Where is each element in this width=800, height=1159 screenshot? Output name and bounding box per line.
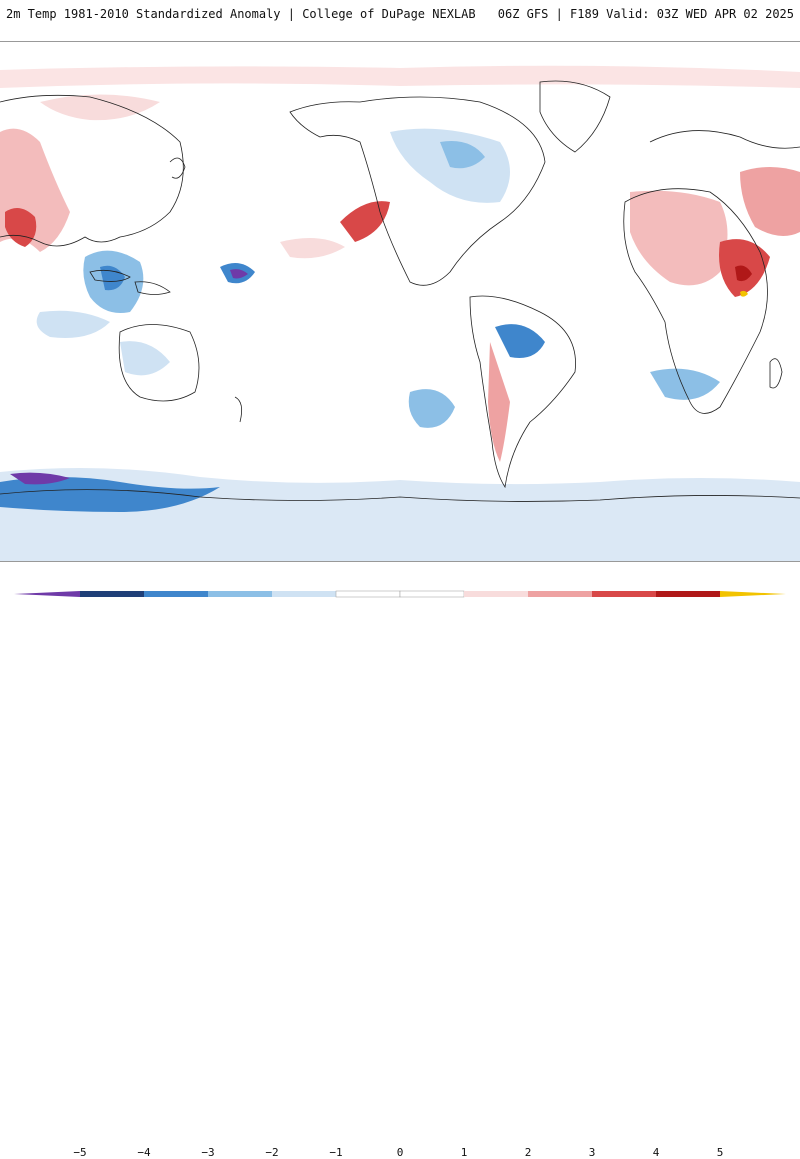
model-run-info: 06Z GFS | F189 Valid: 03Z WED APR 02 202… (497, 7, 794, 21)
legend-swatch-neg1 (335, 590, 401, 598)
legend-tick-label: −5 (73, 1146, 87, 1159)
anomaly-east-africa-extreme (735, 265, 752, 282)
anomaly-middle-east-warm (740, 167, 800, 236)
anomaly-indonesia-cold (100, 265, 125, 291)
anomaly-siberia-warm (40, 94, 160, 121)
anomaly-south-indian-cool (650, 368, 720, 400)
legend-tick-label: −4 (137, 1146, 151, 1159)
color-legend: −5 −4 −3 −2 −1 0 1 2 3 4 5 (0, 572, 800, 1159)
legend-tick-label: −3 (201, 1146, 215, 1159)
legend-bar (14, 590, 786, 598)
legend-tick-label: −2 (265, 1146, 279, 1159)
anomaly-antarctica-cool (0, 468, 800, 561)
legend-tick-label: 0 (396, 1146, 404, 1159)
legend-swatch-pos4 (656, 591, 720, 597)
anomaly-bolivia-cold (495, 324, 545, 358)
legend-tick-label: 3 (588, 1146, 596, 1159)
legend-swatch-below-neg5 (14, 591, 80, 597)
legend-tick-label: 5 (716, 1146, 724, 1159)
anomaly-antarctica-extreme-cold (10, 472, 70, 485)
anomaly-andes-warm (488, 342, 510, 462)
legend-swatch-pos1 (464, 591, 528, 597)
anomaly-max-spot (740, 290, 748, 297)
anomaly-indian-ocean-cool (36, 310, 110, 338)
legend-swatch-pos3 (592, 591, 656, 597)
legend-tick-label: 2 (524, 1146, 532, 1159)
anomaly-map (0, 41, 800, 562)
coastlines (0, 80, 800, 502)
legend-swatch-above-pos5 (720, 591, 786, 597)
map-canvas (0, 42, 800, 561)
anomaly-pacific-warm (340, 201, 390, 242)
anomaly-pacific-extreme-cold (230, 269, 248, 279)
legend-swatch-neg2 (272, 591, 336, 597)
anomaly-south-atlantic-cool (408, 389, 455, 428)
anomaly-africa-warm (630, 190, 728, 286)
header: 2m Temp 1981-2010 Standardized Anomaly |… (0, 0, 800, 28)
legend-swatch-neg3 (208, 591, 272, 597)
legend-tick-label: 1 (460, 1146, 468, 1159)
anomaly-hudson-cool (440, 141, 485, 169)
anomaly-antarctica-cold (0, 477, 220, 512)
legend-swatch-neg5 (80, 591, 144, 597)
anomaly-australia-cool (120, 341, 170, 376)
legend-swatch-neg4 (144, 591, 208, 597)
legend-swatch-pos2 (528, 591, 592, 597)
legend-tick-label: −1 (329, 1146, 343, 1159)
anomaly-arctic-warm (0, 65, 800, 88)
legend-tick-label: 4 (652, 1146, 660, 1159)
map-title: 2m Temp 1981-2010 Standardized Anomaly |… (6, 7, 476, 21)
anomaly-subtropical-warm (280, 238, 345, 259)
legend-swatch-zero (399, 590, 465, 598)
